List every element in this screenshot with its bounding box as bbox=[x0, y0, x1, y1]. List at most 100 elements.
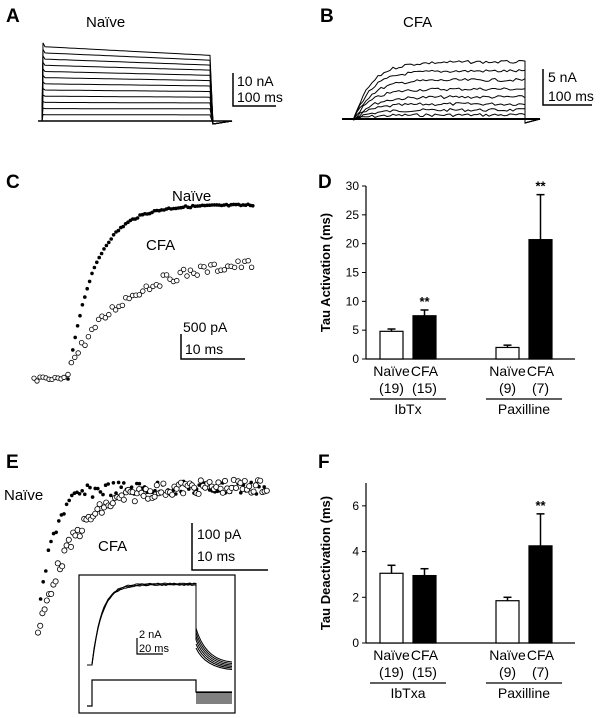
current-trace bbox=[342, 113, 541, 124]
current-trace bbox=[38, 74, 233, 125]
cfa-point bbox=[147, 488, 154, 495]
naive-point bbox=[75, 490, 79, 495]
naive-point bbox=[78, 313, 82, 318]
panel-c-label-naive: Naïve bbox=[172, 188, 211, 205]
panel-e-label-naive: Naïve bbox=[4, 487, 43, 504]
panel-b-scale-current: 5 nA bbox=[548, 69, 577, 85]
cfa-point bbox=[59, 563, 66, 570]
current-trace bbox=[38, 60, 233, 125]
bar-sample-size: (7) bbox=[532, 380, 549, 396]
naive-point bbox=[54, 530, 58, 535]
y-tick-label: 2 bbox=[352, 590, 359, 604]
current-trace bbox=[38, 100, 233, 125]
panel-e-scale-bar bbox=[191, 523, 268, 571]
cfa-point bbox=[204, 269, 211, 275]
cfa-point bbox=[194, 272, 200, 278]
cfa-point bbox=[94, 506, 101, 513]
cfa-point bbox=[65, 536, 72, 543]
bar-label: Naïve bbox=[373, 647, 410, 663]
cfa-point bbox=[158, 489, 165, 496]
bar bbox=[495, 346, 520, 360]
naive-point bbox=[153, 488, 157, 493]
panel-a-condition: Naïve bbox=[86, 14, 125, 31]
bar-sample-size: (19) bbox=[379, 380, 404, 396]
bar-label: Naïve bbox=[373, 363, 410, 379]
panel-e-inset-scale-bar bbox=[136, 638, 163, 655]
naive-point bbox=[116, 480, 121, 485]
naive-point bbox=[80, 489, 84, 493]
panel-e-inset-scale-current: 2 nA bbox=[139, 629, 162, 641]
panel-c-scale-current: 500 pA bbox=[183, 319, 228, 335]
cfa-point bbox=[72, 354, 78, 361]
current-trace bbox=[342, 69, 541, 124]
panel-letter-f: F bbox=[318, 452, 330, 473]
cfa-point bbox=[153, 482, 160, 489]
bar bbox=[528, 239, 553, 360]
panel-b-current-traces bbox=[342, 59, 541, 124]
naive-point bbox=[239, 491, 243, 495]
cfa-point bbox=[160, 480, 167, 487]
y-axis-label: Tau Deactivation (ms) bbox=[318, 496, 333, 630]
cfa-point bbox=[177, 269, 183, 276]
cfa-point bbox=[140, 492, 147, 499]
cfa-point bbox=[180, 490, 187, 497]
cfa-point bbox=[79, 527, 86, 534]
current-trace bbox=[38, 67, 233, 125]
panel-c-scale-bar bbox=[180, 334, 245, 360]
cfa-point bbox=[146, 286, 153, 293]
naive-point bbox=[88, 485, 92, 490]
naive-point bbox=[97, 255, 101, 260]
y-tick-label: 5 bbox=[352, 323, 359, 337]
naive-point bbox=[64, 502, 69, 507]
data-point bbox=[61, 374, 67, 380]
bar-sample-size: (7) bbox=[532, 664, 549, 680]
panel-c-scale-time: 10 ms bbox=[185, 341, 223, 357]
voltage-protocol bbox=[87, 679, 232, 707]
cfa-point bbox=[109, 500, 116, 507]
cfa-point bbox=[95, 316, 102, 323]
cfa-point bbox=[76, 533, 83, 540]
panel-letter-e: E bbox=[6, 452, 19, 473]
naive-point bbox=[73, 335, 77, 340]
naive-point bbox=[87, 279, 92, 284]
cfa-point bbox=[250, 488, 257, 495]
cfa-point bbox=[151, 493, 158, 500]
panel-letter-a: A bbox=[6, 6, 20, 27]
panel-e-inset-frame bbox=[78, 574, 236, 714]
bar-sample-size: (19) bbox=[379, 664, 404, 680]
panel-e-inset-scale-time: 20 ms bbox=[139, 643, 169, 655]
cfa-point bbox=[75, 350, 81, 356]
naive-point bbox=[85, 286, 89, 291]
panel-e-scale-current: 100 pA bbox=[197, 526, 242, 542]
naive-point bbox=[75, 324, 80, 328]
current-trace bbox=[38, 94, 233, 125]
current-trace bbox=[342, 102, 541, 124]
y-tick-label: 6 bbox=[352, 499, 359, 513]
cfa-point bbox=[246, 483, 253, 490]
inset-current-trace bbox=[87, 582, 197, 666]
significance-marker: ** bbox=[419, 294, 430, 309]
panel-a-current-traces bbox=[38, 42, 233, 125]
naive-point bbox=[104, 243, 109, 248]
current-trace bbox=[38, 47, 233, 125]
naive-point bbox=[41, 580, 45, 584]
cfa-point bbox=[235, 258, 241, 264]
naive-point bbox=[111, 233, 116, 237]
naive-point bbox=[83, 492, 87, 497]
cfa-point bbox=[35, 629, 42, 636]
panel-a-scale-current: 10 nA bbox=[237, 73, 274, 89]
cfa-point bbox=[96, 501, 103, 508]
naive-point bbox=[135, 481, 139, 486]
y-tick-label: 15 bbox=[346, 266, 360, 280]
cfa-point bbox=[232, 484, 239, 491]
cfa-point bbox=[221, 477, 228, 484]
current-trace bbox=[38, 42, 233, 125]
tail-current-trace bbox=[195, 639, 233, 667]
bar-sample-size: (9) bbox=[499, 664, 516, 680]
y-tick-label: 30 bbox=[346, 179, 360, 193]
y-tick-label: 0 bbox=[352, 636, 359, 650]
group-label: Paxilline bbox=[498, 401, 550, 417]
cfa-point bbox=[52, 578, 59, 585]
